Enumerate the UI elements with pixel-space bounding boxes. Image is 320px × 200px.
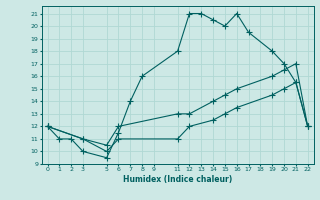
X-axis label: Humidex (Indice chaleur): Humidex (Indice chaleur) [123,175,232,184]
